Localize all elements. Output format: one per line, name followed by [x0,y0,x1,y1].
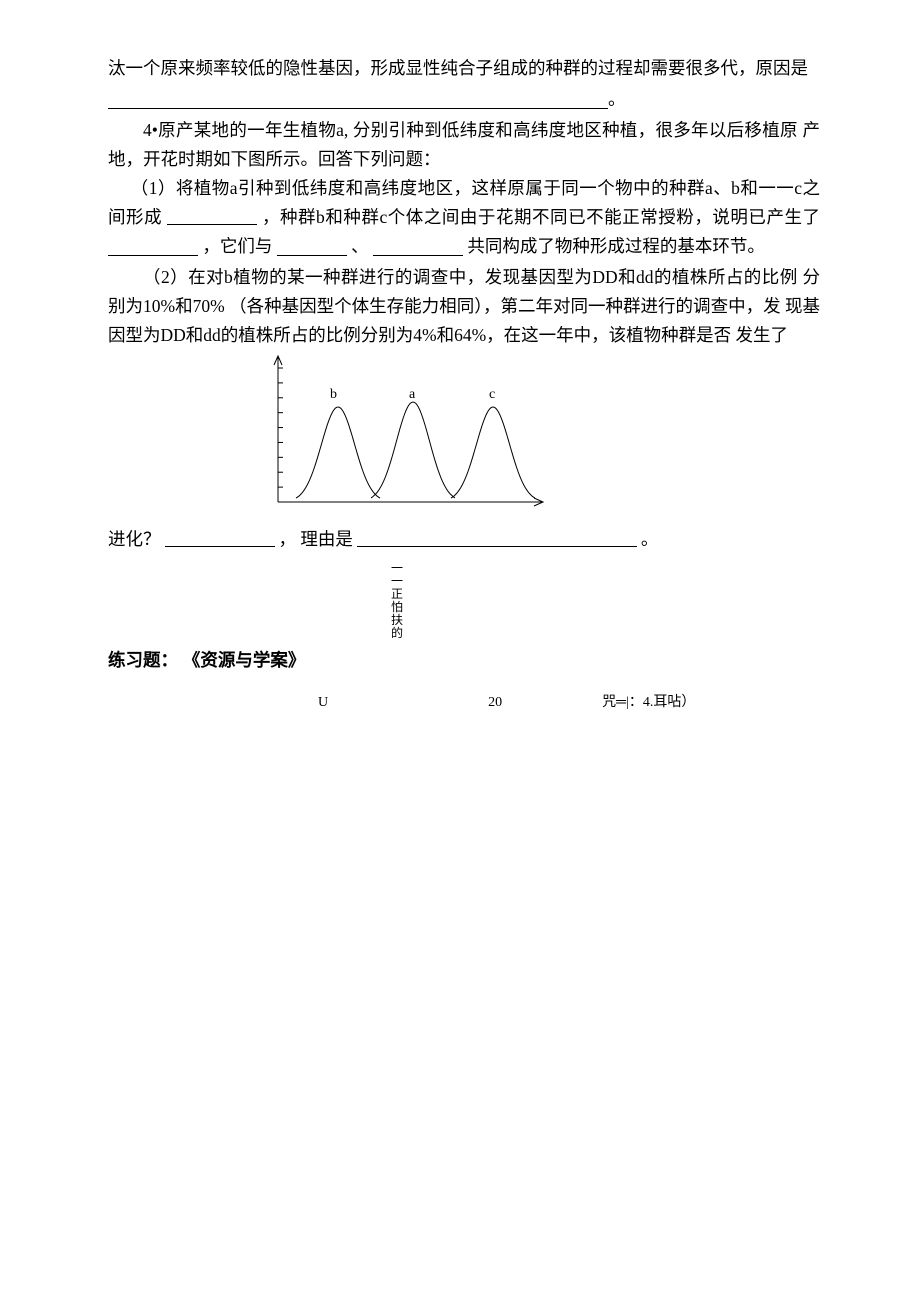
paragraph-4: （2）在对b植物的某一种群进行的调查中，发现基因型为DD和dd的植株所占的比例 … [108,263,820,350]
fill-blank[interactable] [165,538,275,547]
paragraph-2: 4•原产某地的一年生植物a, 分别引种到低纬度和高纬度地区种植，很多年以后移植原… [108,116,820,174]
fill-blank[interactable] [357,538,637,547]
text: （2）在对b植物的某一种群进行的调查中，发现基因型为DD和dd的植株所占的比例 … [108,267,820,345]
text: 练习题： 《资源与学案》 [108,650,305,670]
vertical-small-text: 一一正怕扶的 [388,562,406,640]
text: 进化？ [108,525,161,554]
text: 共同构成了物种形成过程的基本环节。 [467,236,765,256]
fill-blank[interactable] [108,247,198,256]
paragraph-1: 汰一个原来频率较低的隐性基因，形成显性纯合子组成的种群的过程却需要很多代，原因是 [108,54,820,83]
text: 。 [641,525,659,554]
text: 咒═|：4.耳呫） [602,693,695,713]
text: 、 [351,236,373,256]
text: U [318,693,328,713]
footer-line: U 20 咒═|：4.耳呫） [108,693,820,713]
fill-blank[interactable] [373,247,463,256]
svg-text:a: a [409,387,416,402]
text: 。 [608,89,626,109]
fill-blank[interactable] [108,101,608,109]
text: ， 理由是 [279,525,353,554]
paragraph-3: （1）将植物a引种到低纬度和高纬度地区，这样原属于同一个物中的种群a、b和一一c… [108,174,820,261]
flowering-chart: bac [238,350,558,520]
text: 20 [488,693,502,713]
fill-blank[interactable] [167,216,257,225]
paragraph-1-blank: 。 [108,85,820,114]
text: ，种群b和种群c个体之间由于花期不同已不能正常授粉，说明已产生了 [262,207,820,227]
chart-container: bac [238,350,820,525]
text: ，它们与 [202,236,276,256]
text: 汰一个原来频率较低的隐性基因，形成显性纯合子组成的种群的过程却需要很多代，原因是 [108,58,808,78]
paragraph-after-chart: 进化？ ， 理由是 。 [108,525,820,554]
svg-text:b: b [330,387,337,402]
text: 4•原产某地的一年生植物a, 分别引种到低纬度和高纬度地区种植，很多年以后移植原… [108,120,820,169]
fill-blank[interactable] [277,247,347,256]
svg-text:c: c [489,387,495,402]
practice-heading: 练习题： 《资源与学案》 [108,646,820,675]
